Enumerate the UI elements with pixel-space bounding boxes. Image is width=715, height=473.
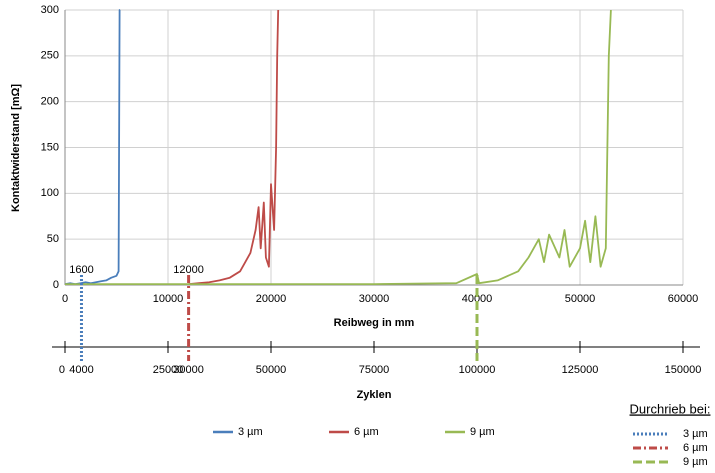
marker-cycles-label: 4000 [69,364,93,376]
x2-tick-label: 25000 [153,364,184,376]
series-line [188,9,280,285]
marker-label: 12000 [173,264,204,276]
y-tick-label: 200 [41,96,59,108]
y-tick-label: 50 [47,233,59,245]
y-tick-label: 100 [41,187,59,199]
legend-label: 9 µm [470,426,495,438]
marker-legend-label: 9 µm [683,456,708,468]
series-line [65,9,612,285]
x2-tick-label: 150000 [665,364,702,376]
marker-legend-label: 6 µm [683,442,708,454]
x2-tick-label: 0 [59,364,65,376]
legend-label: 3 µm [238,426,263,438]
x-tick-label: 40000 [462,293,493,305]
y-tick-label: 0 [53,279,59,291]
x-tick-label: 0 [62,293,68,305]
x2-tick-label: 75000 [359,364,390,376]
y-tick-label: 250 [41,50,59,62]
x-tick-label: 20000 [256,293,287,305]
x-axis-title: Reibweg in mm [334,317,415,329]
x-tick-label: 30000 [359,293,390,305]
legend-label: 6 µm [354,426,379,438]
marker-legend-label: 3 µm [683,428,708,440]
x2-axis-title: Zyklen [357,389,392,401]
marker-legend-title: Durchrieb bei: [630,401,711,416]
marker-cycles-label: 30000 [173,364,204,376]
x-tick-label: 10000 [153,293,184,305]
x-tick-label: 60000 [668,293,699,305]
x2-tick-label: 125000 [562,364,599,376]
y-tick-label: 150 [41,141,59,153]
marker-label: 1600 [69,264,93,276]
y-axis-title: Kontaktwiderstand [mΩ] [10,84,22,212]
y-tick-label: 300 [41,4,59,16]
x-tick-label: 50000 [565,293,596,305]
x2-tick-label: 100000 [459,364,496,376]
x2-tick-label: 50000 [256,364,287,376]
